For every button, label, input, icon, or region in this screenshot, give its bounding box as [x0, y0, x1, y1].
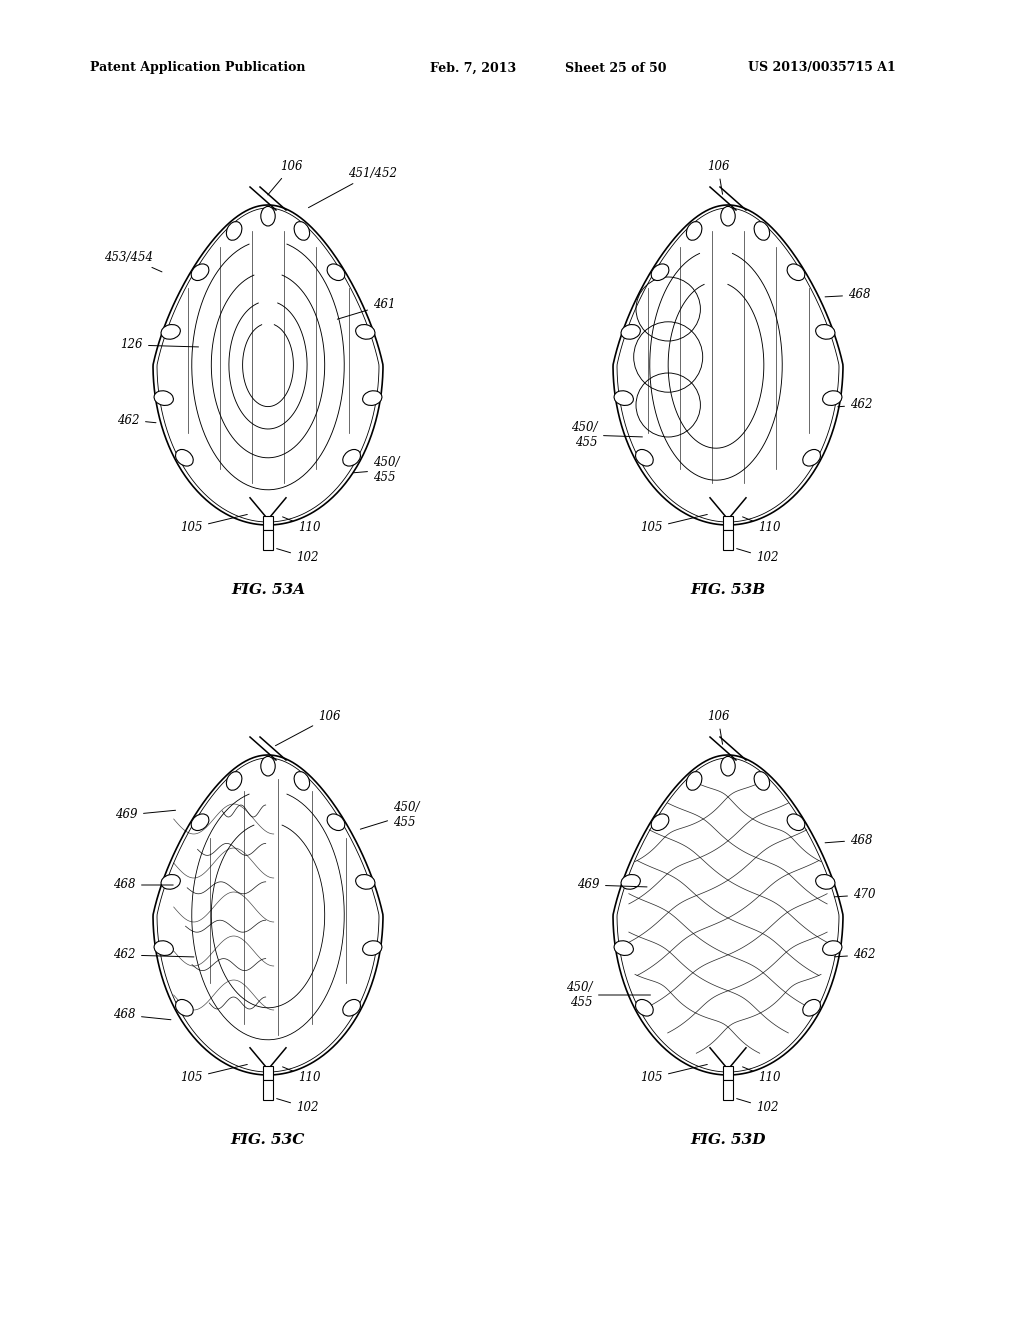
- Ellipse shape: [191, 814, 209, 830]
- Ellipse shape: [161, 325, 180, 339]
- Text: 102: 102: [736, 549, 778, 565]
- Ellipse shape: [754, 772, 770, 791]
- Ellipse shape: [154, 941, 173, 956]
- Ellipse shape: [686, 772, 701, 791]
- Text: 105: 105: [180, 1064, 248, 1084]
- Ellipse shape: [787, 264, 805, 281]
- Ellipse shape: [822, 391, 842, 405]
- Ellipse shape: [226, 772, 242, 791]
- Text: 462: 462: [838, 399, 872, 412]
- Ellipse shape: [822, 941, 842, 956]
- Ellipse shape: [355, 325, 375, 339]
- Ellipse shape: [621, 875, 640, 890]
- Text: 110: 110: [283, 1067, 321, 1084]
- Ellipse shape: [261, 756, 275, 776]
- Ellipse shape: [636, 999, 653, 1016]
- Ellipse shape: [355, 875, 375, 890]
- Ellipse shape: [787, 814, 805, 830]
- Ellipse shape: [614, 941, 634, 956]
- Ellipse shape: [721, 206, 735, 226]
- Bar: [263, 529, 273, 550]
- Text: 462: 462: [114, 949, 194, 961]
- Text: 469: 469: [116, 808, 175, 821]
- Text: 468: 468: [114, 1008, 171, 1022]
- Bar: [263, 1080, 273, 1100]
- Ellipse shape: [362, 391, 382, 405]
- Bar: [723, 1065, 733, 1080]
- Ellipse shape: [816, 325, 835, 339]
- Ellipse shape: [175, 999, 194, 1016]
- Text: 106: 106: [275, 710, 341, 746]
- Ellipse shape: [651, 264, 669, 281]
- Ellipse shape: [343, 999, 360, 1016]
- Ellipse shape: [191, 264, 209, 281]
- Text: 461: 461: [337, 298, 395, 319]
- Ellipse shape: [686, 222, 701, 240]
- Bar: [723, 516, 733, 529]
- Ellipse shape: [343, 450, 360, 466]
- Ellipse shape: [636, 450, 653, 466]
- Ellipse shape: [651, 814, 669, 830]
- Text: 106: 106: [707, 710, 729, 744]
- Text: FIG. 53A: FIG. 53A: [231, 583, 305, 597]
- Ellipse shape: [261, 206, 275, 226]
- Text: 450/
455: 450/ 455: [353, 455, 399, 484]
- Ellipse shape: [294, 222, 309, 240]
- Text: 453/454: 453/454: [104, 251, 162, 272]
- Ellipse shape: [154, 391, 173, 405]
- Text: 469: 469: [578, 879, 647, 891]
- Text: Sheet 25 of 50: Sheet 25 of 50: [565, 62, 667, 74]
- Text: 110: 110: [742, 1067, 780, 1084]
- Ellipse shape: [294, 772, 309, 791]
- Ellipse shape: [816, 875, 835, 890]
- Text: Feb. 7, 2013: Feb. 7, 2013: [430, 62, 516, 74]
- Text: FIG. 53C: FIG. 53C: [230, 1133, 305, 1147]
- Ellipse shape: [161, 875, 180, 890]
- Ellipse shape: [621, 325, 640, 339]
- Text: 110: 110: [283, 517, 321, 535]
- Bar: [723, 529, 733, 550]
- Ellipse shape: [803, 999, 820, 1016]
- Ellipse shape: [754, 222, 770, 240]
- Text: 450/
455: 450/ 455: [571, 421, 642, 449]
- Ellipse shape: [226, 222, 242, 240]
- Ellipse shape: [327, 814, 345, 830]
- Text: 468: 468: [825, 289, 870, 301]
- Text: 105: 105: [640, 1064, 708, 1084]
- Ellipse shape: [614, 391, 634, 405]
- Text: 102: 102: [276, 549, 318, 565]
- Bar: [723, 1080, 733, 1100]
- Text: 102: 102: [736, 1098, 778, 1114]
- Ellipse shape: [327, 264, 345, 281]
- Text: 106: 106: [268, 161, 302, 195]
- Ellipse shape: [175, 450, 194, 466]
- Text: 470: 470: [835, 888, 876, 902]
- Text: 462: 462: [118, 413, 156, 426]
- Ellipse shape: [803, 450, 820, 466]
- Text: 468: 468: [114, 879, 173, 891]
- Text: FIG. 53D: FIG. 53D: [690, 1133, 766, 1147]
- Text: 451/452: 451/452: [308, 166, 397, 207]
- Text: Patent Application Publication: Patent Application Publication: [90, 62, 305, 74]
- Text: 126: 126: [121, 338, 199, 351]
- Ellipse shape: [721, 756, 735, 776]
- Text: 105: 105: [640, 515, 708, 535]
- Ellipse shape: [362, 941, 382, 956]
- Text: 450/
455: 450/ 455: [566, 981, 650, 1008]
- Bar: [263, 1065, 273, 1080]
- Text: 105: 105: [180, 515, 248, 535]
- Text: 450/
455: 450/ 455: [360, 801, 420, 829]
- Text: 106: 106: [707, 161, 729, 194]
- Text: FIG. 53B: FIG. 53B: [690, 583, 766, 597]
- Text: 468: 468: [825, 833, 872, 846]
- Text: 462: 462: [835, 949, 876, 961]
- Text: 110: 110: [742, 517, 780, 535]
- Bar: [263, 516, 273, 529]
- Text: 102: 102: [276, 1098, 318, 1114]
- Text: US 2013/0035715 A1: US 2013/0035715 A1: [748, 62, 896, 74]
